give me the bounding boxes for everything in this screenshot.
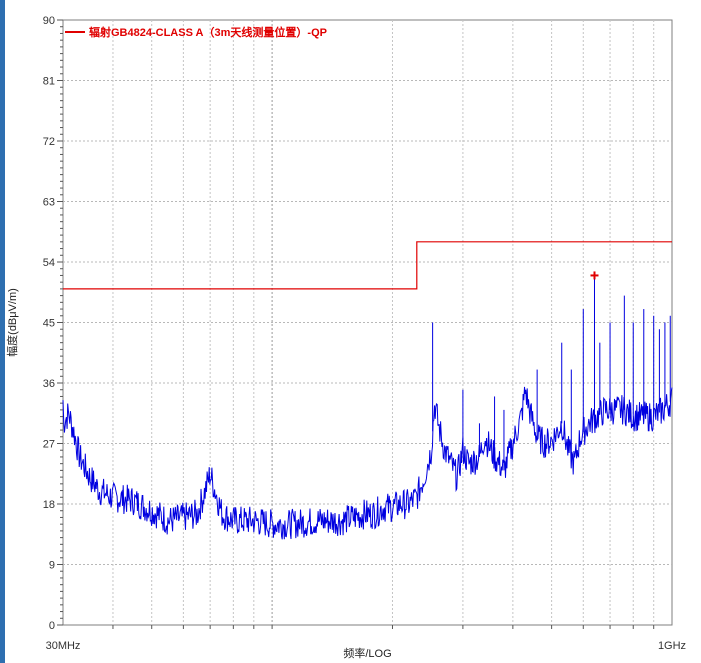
legend: 辐射GB4824-CLASS A（3m天线测量位置）-QP — [65, 25, 327, 39]
y-tick-label: 18 — [43, 499, 55, 511]
y-tick-label: 72 — [43, 136, 55, 148]
series-layer — [62, 241, 673, 540]
x-axis-ticks: 30MHz 1GHz — [46, 625, 686, 652]
window-edge-strip — [0, 0, 5, 663]
y-tick-label: 45 — [43, 318, 55, 330]
grid-lines — [63, 20, 672, 625]
legend-label-limit: 辐射GB4824-CLASS A（3m天线测量位置）-QP — [89, 25, 327, 39]
y-axis-ticks: 0 9 18 27 36 45 54 63 72 81 90 — [43, 15, 63, 632]
y-axis-title: 幅度(dBμV/m) — [5, 288, 19, 357]
peak-marker — [590, 271, 599, 280]
x-tick-label-end: 1GHz — [658, 640, 686, 652]
limit-line — [63, 241, 672, 290]
y-tick-label: 81 — [43, 76, 55, 88]
y-tick-label: 27 — [43, 439, 55, 451]
y-tick-label: 0 — [49, 620, 55, 632]
y-tick-label: 63 — [43, 197, 55, 209]
y-tick-label: 54 — [43, 257, 55, 269]
x-tick-label-start: 30MHz — [46, 640, 81, 652]
measurement-trace — [62, 386, 673, 540]
y-tick-label: 36 — [43, 378, 55, 390]
x-axis-title: 频率/LOG — [343, 646, 391, 660]
y-tick-label: 90 — [43, 15, 55, 27]
y-tick-label: 9 — [49, 560, 55, 572]
